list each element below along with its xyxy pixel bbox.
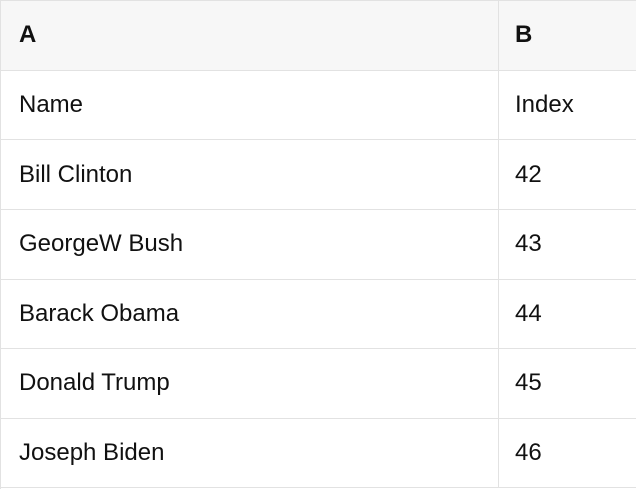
table-row: Name Index	[1, 70, 636, 141]
table-cell-index[interactable]: 42	[515, 160, 542, 188]
table-row: Joseph Biden 46	[1, 418, 636, 489]
table-cell-index[interactable]: 44	[515, 299, 542, 327]
table-cell-name[interactable]: Joseph Biden	[1, 418, 499, 488]
table-cell-index-header[interactable]: Index	[515, 90, 574, 118]
table-cell-name[interactable]: GeorgeW Bush	[1, 209, 499, 279]
table-row: GeorgeW Bush 43	[1, 209, 636, 280]
column-header-a[interactable]: A	[1, 1, 499, 70]
table-cell-name[interactable]: Barack Obama	[1, 279, 499, 349]
table-row: Donald Trump 45	[1, 349, 636, 419]
table-cell-name-header[interactable]: Name	[1, 70, 499, 140]
table-cell-name[interactable]: Donald Trump	[1, 349, 499, 418]
table-row: Bill Clinton 42	[1, 140, 636, 210]
table-row: Barack Obama 44	[1, 279, 636, 350]
table-cell-index[interactable]: 46	[515, 439, 542, 467]
table-cell-name[interactable]: Bill Clinton	[1, 140, 499, 209]
table-cell-index[interactable]: 43	[515, 230, 542, 258]
table-cell-index[interactable]: 45	[515, 369, 542, 397]
column-header-b[interactable]: B	[515, 21, 533, 49]
column-header-row: A B	[1, 1, 636, 71]
